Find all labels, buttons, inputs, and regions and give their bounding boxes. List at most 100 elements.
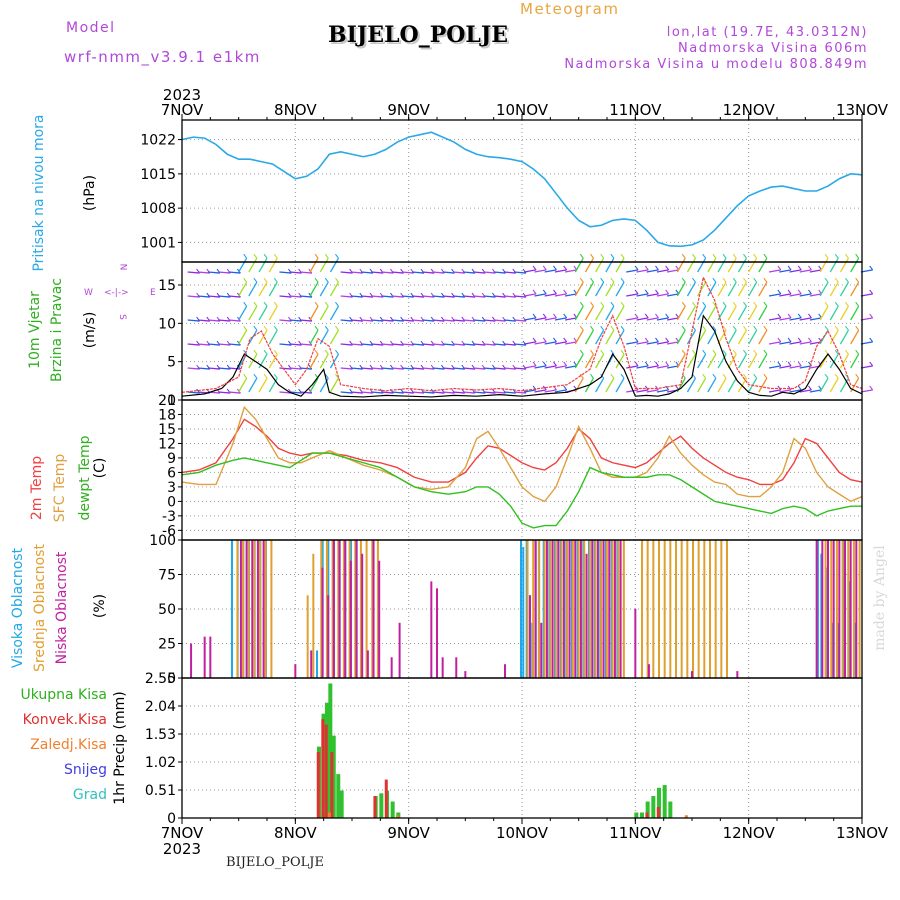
wind-barb-flag (243, 373, 248, 379)
wind-barb (789, 317, 802, 321)
wind-barb-flag (763, 373, 768, 379)
wind-barb (686, 305, 697, 321)
xtick-label-bottom: 9NOV (387, 824, 430, 842)
wind-barb (258, 281, 268, 297)
wind-barb (319, 353, 329, 369)
wind-barb (839, 257, 850, 273)
wind-barb (422, 343, 435, 346)
wind-barb-flag (702, 253, 707, 259)
wind-barb-flag (263, 253, 268, 259)
wind-barb-flag (753, 373, 758, 379)
ytick-label: 1.02 (145, 755, 176, 771)
wind-barb-flag (314, 325, 319, 331)
wind-barb-flag (273, 325, 278, 331)
wind-barb (554, 293, 567, 297)
wind-barb (248, 353, 258, 369)
wind-barb-flag (600, 277, 605, 283)
ytick-label: 0 (167, 671, 176, 687)
wind-barb (789, 389, 802, 393)
wind-barb (564, 293, 577, 297)
wind-barb-flag (777, 265, 782, 271)
wind-barb (626, 341, 639, 345)
wind-barb (697, 305, 707, 321)
wind-barb-flag (787, 337, 792, 343)
wind-barb (371, 391, 384, 394)
wind-barb-flag (542, 289, 547, 295)
ytick-label: 1.53 (145, 727, 176, 743)
wind-barb (329, 305, 340, 321)
wind-barb (412, 343, 425, 346)
wind-barb (636, 365, 649, 369)
wind-barb (686, 329, 697, 345)
wind-barb (839, 305, 850, 321)
ytick-label: -3 (162, 509, 176, 525)
wind-barb (442, 319, 455, 322)
wind-barb (839, 329, 850, 345)
dewpt-line (181, 452, 862, 529)
wind-barb (789, 293, 802, 297)
wind-barb (350, 295, 363, 298)
wind-barb (401, 319, 414, 322)
wind-barb-flag (665, 265, 670, 271)
wind-barb (544, 269, 557, 273)
wind-barb (595, 377, 605, 393)
wind-barb-flag (665, 289, 670, 295)
total-precip-bar (336, 774, 341, 818)
wind-barb (524, 389, 537, 393)
total-precip-bar (331, 735, 336, 818)
wind-barb (218, 319, 231, 322)
compass-arrow: <-|-> (104, 288, 129, 298)
wind-barb (422, 367, 435, 370)
conv-precip-bar (321, 719, 325, 818)
frozen-precip-bar (327, 812, 331, 818)
wind-barb (473, 367, 486, 370)
wind-barb (361, 391, 374, 394)
wind-barb (309, 305, 319, 321)
wind-barb (381, 391, 394, 394)
wind-barb-flag (797, 313, 802, 319)
wind-barb-flag (797, 265, 802, 271)
wind-barb (646, 293, 659, 297)
wind-barb-flag (845, 277, 849, 283)
wind-barb-flag (681, 253, 686, 259)
wind-barb (268, 329, 278, 345)
ytick-label: 10 (158, 316, 176, 332)
wind-barb (483, 271, 496, 274)
wind-barb (686, 353, 697, 369)
wind-barb (615, 257, 625, 273)
wind-barb (779, 341, 792, 345)
wind-barb (636, 341, 649, 345)
wind-barb (238, 257, 248, 273)
wind-barb (595, 329, 605, 345)
sfc-temp-line (181, 405, 863, 503)
wind-barb (218, 295, 231, 298)
wind-barb (268, 281, 278, 297)
wind-barb-flag (553, 265, 557, 271)
wind-barb-flag (253, 325, 258, 331)
ytick-label: 15 (158, 278, 176, 294)
wind-barb-flag (845, 301, 849, 307)
wind-barb (717, 281, 727, 297)
wind-barb-flag (655, 265, 659, 271)
wind-barb (737, 353, 748, 369)
wind-barb-flag (722, 325, 727, 331)
wind-barb (697, 257, 707, 273)
wind-barb (299, 319, 312, 322)
wind-barb (860, 293, 873, 297)
wind-barb (707, 329, 717, 345)
wind-barb (676, 329, 686, 345)
wind-barb (422, 391, 435, 394)
wind-barb-flag (243, 325, 248, 331)
wind-barb (707, 353, 717, 369)
xtick-label-top: 9NOV (387, 101, 430, 119)
wind-barb (554, 317, 567, 321)
wind-barb-flag (253, 349, 258, 355)
wind-barb (381, 319, 394, 322)
wind-barb (289, 343, 302, 346)
model-name: wrf-nmm_v3.9.1 e1km (64, 48, 261, 66)
wind-barb (626, 293, 639, 297)
wind-barb-flag (681, 277, 686, 283)
wind-barb-flag (610, 253, 615, 259)
wind-barb (666, 269, 679, 273)
wind-barb-flag (532, 313, 537, 319)
